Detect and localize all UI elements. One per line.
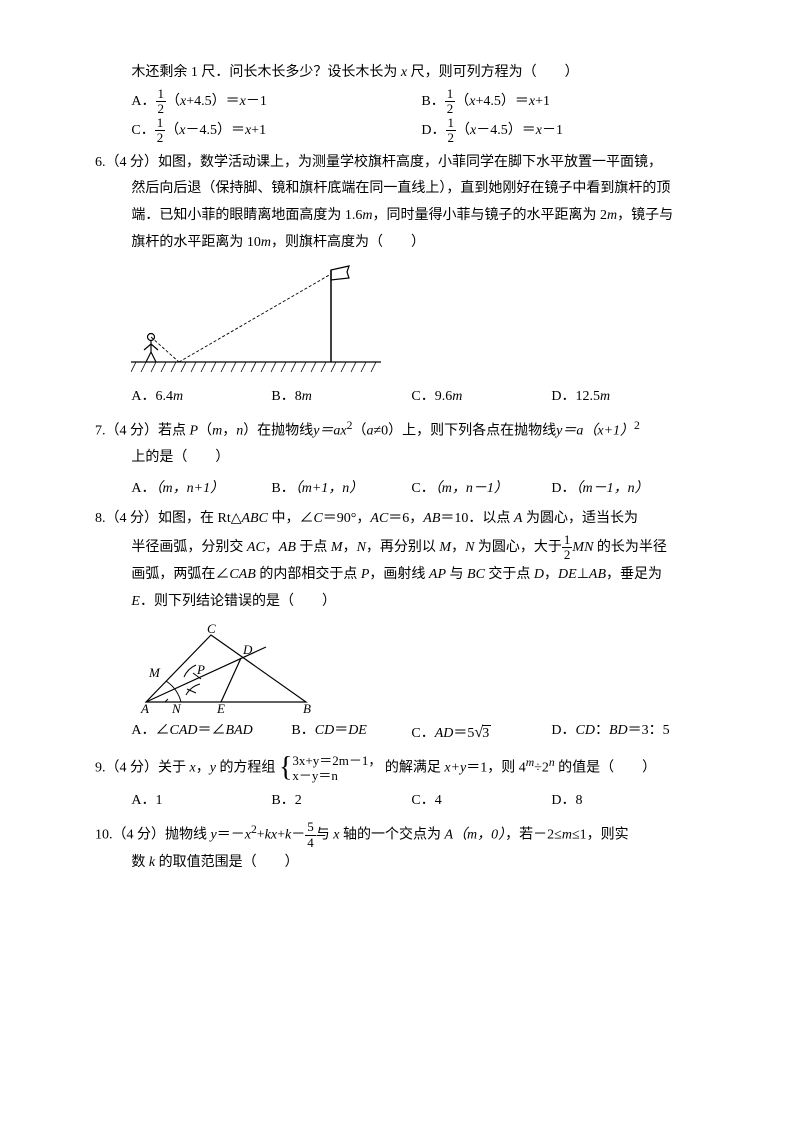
q6-opt-d: D．12.5m xyxy=(551,384,691,411)
q6-figure xyxy=(131,262,386,380)
q9-opt-a: A．1 xyxy=(131,788,271,815)
q10: 10.（4 分）抛物线 y＝－x2+kx+k－54与 x 轴的一个交点为 A（m… xyxy=(95,819,699,877)
q6: 6.（4 分）如图，数学活动课上，为测量学校旗杆高度，小菲同学在脚下水平放置一平… xyxy=(95,150,699,256)
svg-text:M: M xyxy=(148,665,161,680)
q9-opt-b: B．2 xyxy=(271,788,411,815)
q5-opt-a: A．12（x+4.5）＝x－1 xyxy=(131,87,421,117)
q6-text3: 端．已知小菲的眼睛离地面高度为 1.6 xyxy=(131,208,362,223)
q5-continued: 木还剩余 1 尺．问长木长多少？设长木长为 x 尺，则可列方程为（ ） xyxy=(95,60,699,87)
q8-opt-b: B．CD＝DE xyxy=(291,718,411,748)
svg-text:P: P xyxy=(196,662,205,677)
q8-opt-a: A．∠CAD＝∠BAD xyxy=(131,718,291,748)
svg-text:N: N xyxy=(171,701,182,714)
q7-opt-a: A．（m，n+1） xyxy=(131,476,271,503)
q7: 7.（4 分）若点 P（m，n）在抛物线y＝ax2（a≠0）上，则下列各点在抛物… xyxy=(95,415,699,472)
q5-opt-d: D．12（x－4.5）＝x－1 xyxy=(421,116,563,146)
q6-points: （4 分） xyxy=(106,155,159,170)
q5-var: x xyxy=(401,65,407,80)
q9: 9.（4 分）关于 x，y 的方程组 {3x+y＝2m－1，x－y＝n 的解满足… xyxy=(95,752,699,784)
q6-opt-a: A．6.4m xyxy=(131,384,271,411)
q6-text4: 旗杆的水平距离为 10 xyxy=(131,235,261,250)
q5-options-row2: C．12（x－4.5）＝x+1 D．12（x－4.5）＝x－1 xyxy=(95,116,699,146)
svg-text:A: A xyxy=(140,701,149,714)
q5-text: 木还剩余 1 尺．问长木长多少？设长木长为 xyxy=(131,65,397,80)
q5-opt-b: B．12（x+4.5）＝x+1 xyxy=(421,87,550,117)
q8-opt-d: D．CD：BD＝3：5 xyxy=(551,718,669,748)
q8-figure: A B C D E M N P xyxy=(131,622,331,714)
q6-text1: 如图，数学活动课上，为测量学校旗杆高度，小菲同学在脚下水平放置一平面镜， xyxy=(158,155,662,170)
q6-opt-b: B．8m xyxy=(271,384,411,411)
q6-number: 6. xyxy=(95,155,106,170)
q7-opt-c: C．（m，n－1） xyxy=(411,476,551,503)
q8: 8.（4 分）如图，在 Rt△ABC 中，∠C＝90°，AC＝6，AB＝10．以… xyxy=(95,506,699,615)
q5-options-row1: A．12（x+4.5）＝x－1 B．12（x+4.5）＝x+1 xyxy=(95,87,699,117)
q5-after: 尺，则可列方程为（ ） xyxy=(411,65,579,80)
q6-options: A．6.4m B．8m C．9.6m D．12.5m xyxy=(95,384,699,411)
svg-text:B: B xyxy=(303,701,311,714)
svg-text:D: D xyxy=(242,642,253,657)
q7-opt-b: B．（m+1，n） xyxy=(271,476,411,503)
svg-text:C: C xyxy=(207,622,216,636)
q8-opt-c: C．AD＝5√3 xyxy=(411,718,551,748)
q8-options: A．∠CAD＝∠BAD B．CD＝DE C．AD＝5√3 D．CD：BD＝3：5 xyxy=(95,718,699,748)
q9-opt-d: D．8 xyxy=(551,788,691,815)
q9-opt-c: C．4 xyxy=(411,788,551,815)
q6-opt-c: C．9.6m xyxy=(411,384,551,411)
svg-text:E: E xyxy=(216,701,225,714)
q7-options: A．（m，n+1） B．（m+1，n） C．（m，n－1） D．（m－1，n） xyxy=(95,476,699,503)
q5-opt-c: C．12（x－4.5）＝x+1 xyxy=(131,116,421,146)
q6-text2: 然后向后退（保持脚、镜和旗杆底端在同一直线上），直到她刚好在镜子中看到旗杆的顶 xyxy=(131,181,670,196)
q9-options: A．1 B．2 C．4 D．8 xyxy=(95,788,699,815)
q7-opt-d: D．（m－1，n） xyxy=(551,476,691,503)
